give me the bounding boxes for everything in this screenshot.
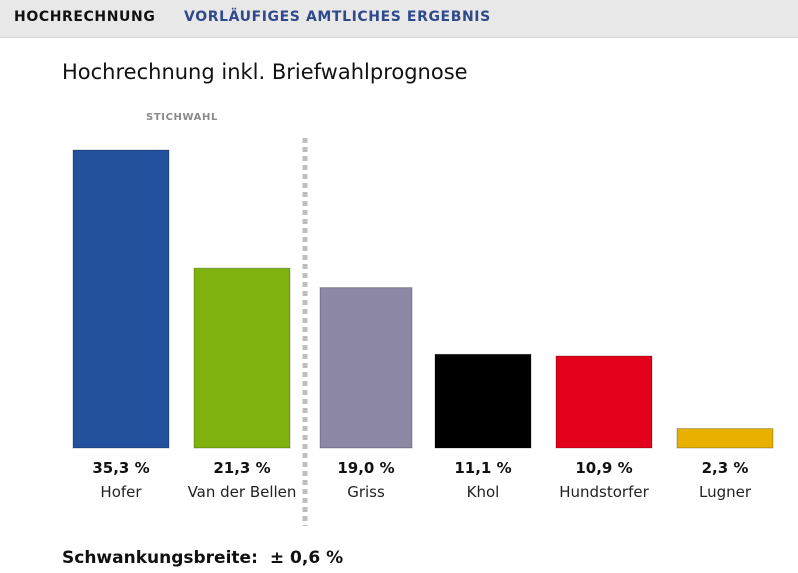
category-label: Hundstorfer (559, 483, 649, 501)
value-label: 2,3 % (702, 459, 749, 477)
category-label: Khol (467, 483, 500, 501)
bar-hundstorfer (555, 355, 653, 449)
bar-van-der-bellen (193, 267, 291, 449)
value-label: 10,9 % (575, 459, 632, 477)
category-label: Griss (347, 483, 385, 501)
bar-hofer (72, 149, 170, 449)
bar-chart: STICHWAHL 35,3 % Hofer 21,3 % Van der Belle… (72, 112, 774, 526)
bar-khol (434, 353, 532, 449)
margin-of-error: Schwankungsbreite: ± 0,6 % (62, 548, 343, 568)
bar-lugner (676, 428, 774, 449)
tab-bar: HOCHRECHNUNG VORLÄUFIGES AMTLICHES ERGEB… (0, 0, 798, 38)
category-label: Van der Bellen (188, 483, 297, 501)
stichwahl-annotation: STICHWAHL (146, 112, 218, 123)
margin-of-error-label: Schwankungsbreite: (62, 548, 258, 568)
tab-hochrechnung[interactable]: HOCHRECHNUNG (14, 9, 156, 25)
category-label: Lugner (699, 483, 752, 501)
margin-of-error-value: ± 0,6 % (269, 548, 344, 568)
value-label: 21,3 % (213, 459, 270, 477)
category-label: Hofer (100, 483, 142, 501)
value-label: 19,0 % (337, 459, 394, 477)
value-label: 11,1 % (454, 459, 511, 477)
chart-title: Hochrechnung inkl. Briefwahlprognose (62, 60, 468, 84)
value-label: 35,3 % (92, 459, 149, 477)
tab-vorlaeufiges-ergebnis[interactable]: VORLÄUFIGES AMTLICHES ERGEBNIS (184, 9, 491, 25)
bar-griss (319, 287, 413, 449)
